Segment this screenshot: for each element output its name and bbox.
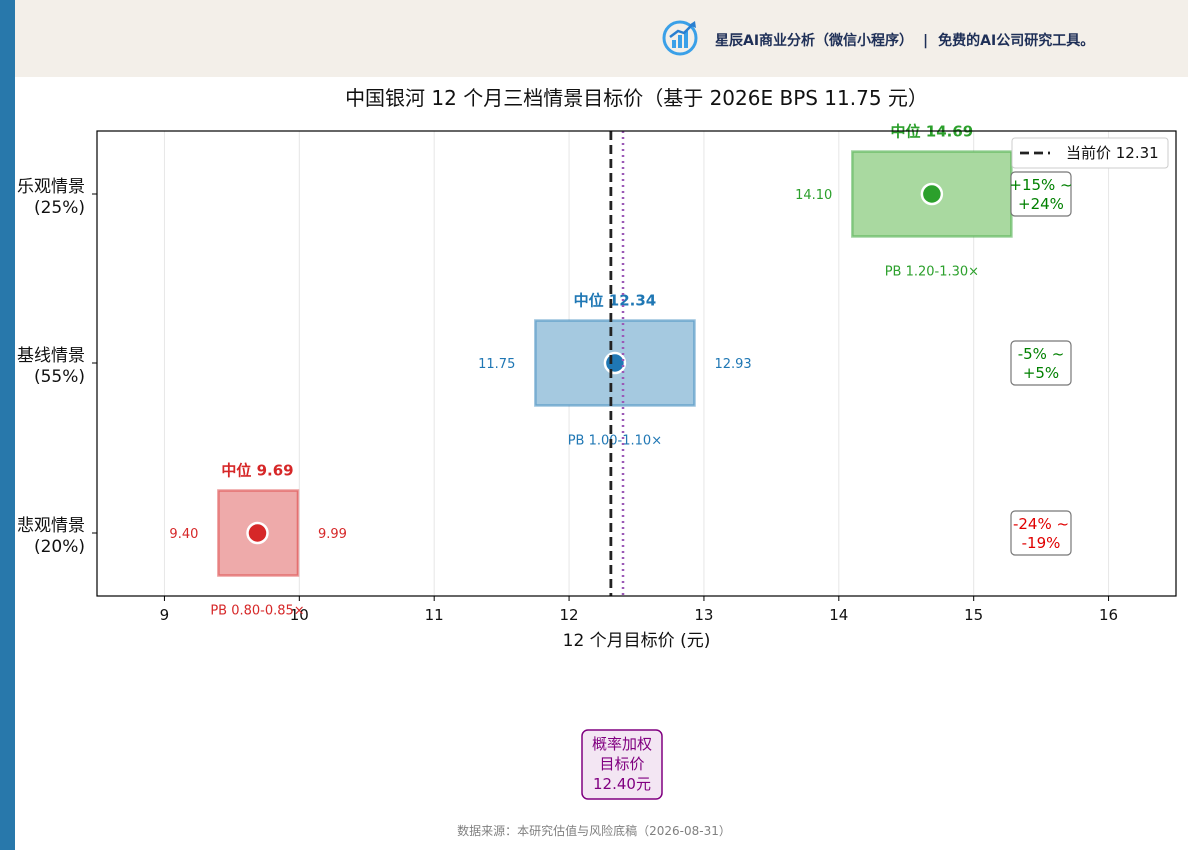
chart-title: 中国银河 12 个月三档情景目标价（基于 2026E BPS 11.75 元）	[345, 86, 928, 110]
scenario-change-label: +24%	[1018, 195, 1064, 213]
weighted-target-label: 目标价	[599, 755, 644, 773]
weighted-target-label: 12.40元	[593, 775, 651, 793]
scenario-change-box	[1010, 510, 1072, 556]
scenario-mid-point	[603, 351, 627, 375]
plot-frame	[96, 130, 1177, 597]
y-probability-label: (20%)	[34, 537, 85, 557]
brand-header	[15, 0, 1188, 77]
scenario-change-label: -5% ~	[1018, 345, 1065, 363]
x-tick-label: 12	[560, 606, 579, 624]
scenario-mid-label: 中位 12.34	[574, 292, 657, 310]
y-category-label: 基线情景	[17, 346, 85, 366]
bar-chart-growth-icon	[662, 20, 698, 56]
weighted-target-box	[581, 729, 663, 800]
x-tick-label: 11	[425, 606, 444, 624]
x-tick-label: 13	[694, 606, 713, 624]
scenario-mid-point	[246, 521, 269, 545]
x-axis-label: 12 个月目标价 (元)	[563, 631, 711, 651]
scenario-low-label: 9.40	[169, 527, 198, 542]
x-tick-label: 16	[1099, 606, 1118, 624]
scenario-change-label: -19%	[1022, 534, 1061, 552]
scenario-high-label: 12.93	[714, 357, 751, 372]
scenario-change-label: +15% ~	[1009, 176, 1072, 194]
scenario-pb-label: PB 1.00-1.10×	[568, 434, 662, 449]
x-tick-label: 14	[829, 606, 848, 624]
y-category-label: 乐观情景	[17, 177, 85, 197]
brand-name: 星辰AI商业分析（微信小程序）	[715, 33, 914, 49]
legend-label: 当前价 12.31	[1066, 144, 1159, 162]
scenario-mid-label: 中位 9.69	[221, 462, 293, 480]
brand-tagline: 免费的AI公司研究工具。	[938, 33, 1095, 49]
scenario-low-label: 14.10	[795, 188, 832, 203]
scenario-pb-label: PB 1.20-1.30×	[885, 265, 979, 280]
data-source-footnote: 数据来源：本研究估值与风险底稿（2026-08-31）	[457, 824, 731, 838]
brand-separator: |	[923, 33, 929, 49]
legend-box	[1011, 137, 1169, 169]
weighted-target-label: 概率加权	[592, 735, 652, 753]
scenario-pb-label: PB 0.80-0.85×	[210, 604, 304, 619]
x-tick-label: 9	[160, 606, 170, 624]
brand-text: 星辰AI商业分析（微信小程序） | 免费的AI公司研究工具。	[715, 30, 1094, 50]
scenario-change-box	[1010, 171, 1072, 217]
y-category-label: 悲观情景	[17, 516, 85, 536]
scenario-change-label: -24% ~	[1013, 515, 1069, 533]
y-probability-label: (25%)	[34, 198, 85, 218]
left-accent-bar	[0, 0, 15, 850]
scenario-high-label: 9.99	[318, 527, 347, 542]
scenario-low-label: 11.75	[478, 357, 515, 372]
scenario-change-box	[1010, 340, 1072, 386]
scenario-change-label: +5%	[1023, 364, 1059, 382]
x-tick-label: 10	[290, 606, 309, 624]
y-probability-label: (55%)	[34, 367, 85, 387]
scenario-mid-point	[920, 182, 944, 206]
x-tick-label: 15	[964, 606, 983, 624]
